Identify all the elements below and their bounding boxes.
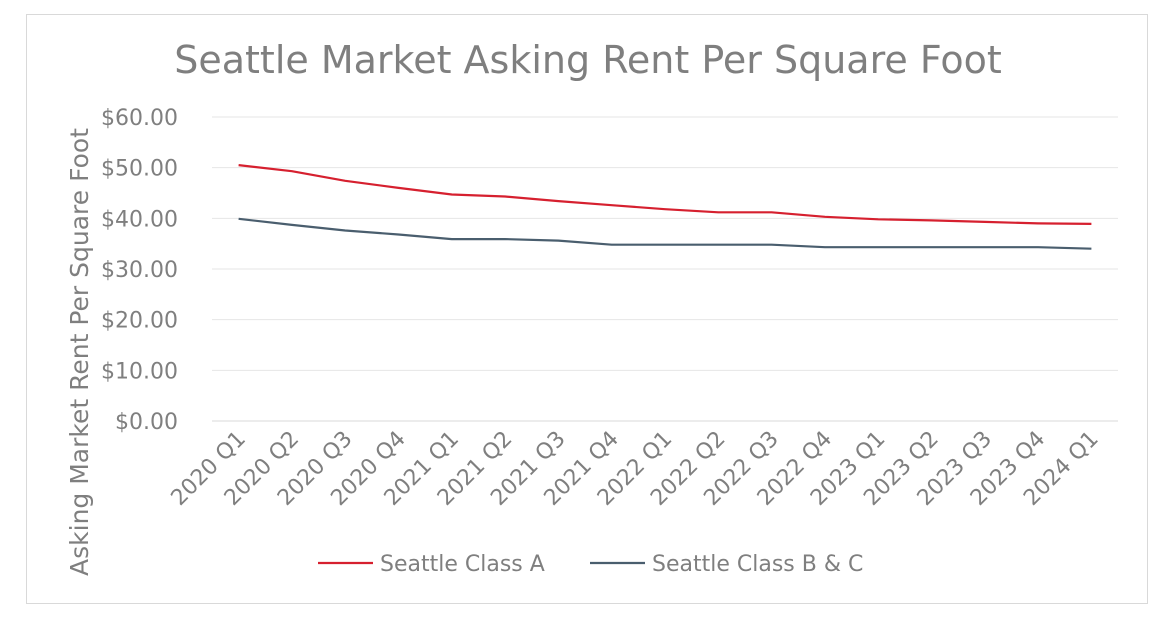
y-tick-label: $0.00 [115, 410, 178, 435]
gridlines [212, 116, 1118, 422]
series-line-1 [238, 164, 1092, 225]
y-tick-label: $60.00 [101, 106, 178, 131]
y-tick-label: $10.00 [101, 359, 178, 384]
legend: Seattle Class A Seattle Class B & C [318, 552, 863, 577]
y-tick-label: $50.00 [101, 157, 178, 182]
y-tick-label: $40.00 [101, 207, 178, 232]
y-tick-label: $30.00 [101, 258, 178, 283]
chart-frame [26, 14, 1148, 604]
y-tick-label: $20.00 [101, 309, 178, 334]
series-lines [238, 164, 1092, 250]
legend-label: Seattle Class A [380, 552, 545, 577]
series-line-2 [238, 217, 1092, 250]
chart-title: Seattle Market Asking Rent Per Square Fo… [174, 38, 1001, 82]
y-tick-labels: $0.00 $10.00 $20.00 $30.00 $40.00 $50.00 $60.0… [101, 106, 178, 435]
y-axis-label: Asking Market Rent Per Square Foot [65, 128, 94, 576]
legend-label: Seattle Class B & C [652, 552, 863, 577]
